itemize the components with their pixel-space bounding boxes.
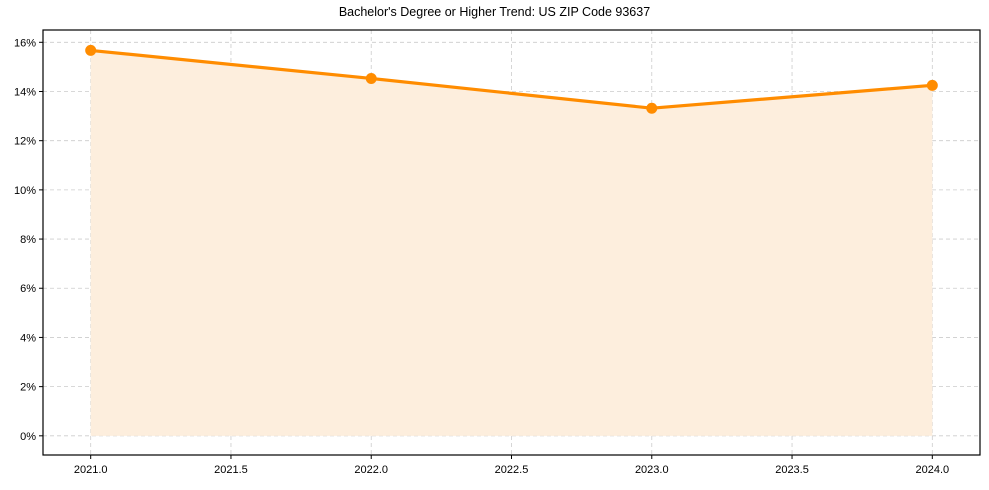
data-markers [85,44,938,114]
data-point [646,102,658,114]
y-tick-label: 6% [20,283,36,295]
x-tick-label: 2023.0 [635,464,669,476]
y-tick-label: 16% [14,37,36,49]
y-tick-label: 8% [20,234,36,246]
area-fill [90,50,933,436]
y-tick-label: 4% [20,332,36,344]
y-tick-label: 2% [20,382,36,394]
data-point [85,44,97,56]
data-point [365,72,377,84]
x-tick-label: 2022.5 [495,464,529,476]
x-axis: 2021.0 2021.5 2022.0 2022.5 2023.0 2023.5 2024… [74,455,949,476]
y-tick-label: 14% [14,86,36,98]
x-tick-label: 2021.0 [74,464,108,476]
y-tick-label: 0% [20,431,36,443]
x-tick-label: 2023.5 [775,464,809,476]
x-tick-label: 2024.0 [915,464,949,476]
data-point [926,79,938,91]
data-line [90,48,933,110]
y-tick-label: 10% [14,185,36,197]
y-axis: 0% 2% 4% 6% 8% 10% 12% 14% 16% [14,37,43,443]
x-tick-label: 2022.0 [354,464,388,476]
y-tick-label: 12% [14,136,36,148]
x-tick-label: 2021.5 [214,464,248,476]
chart-title: Bachelor's Degree or Higher Trend: US ZI… [338,5,651,19]
